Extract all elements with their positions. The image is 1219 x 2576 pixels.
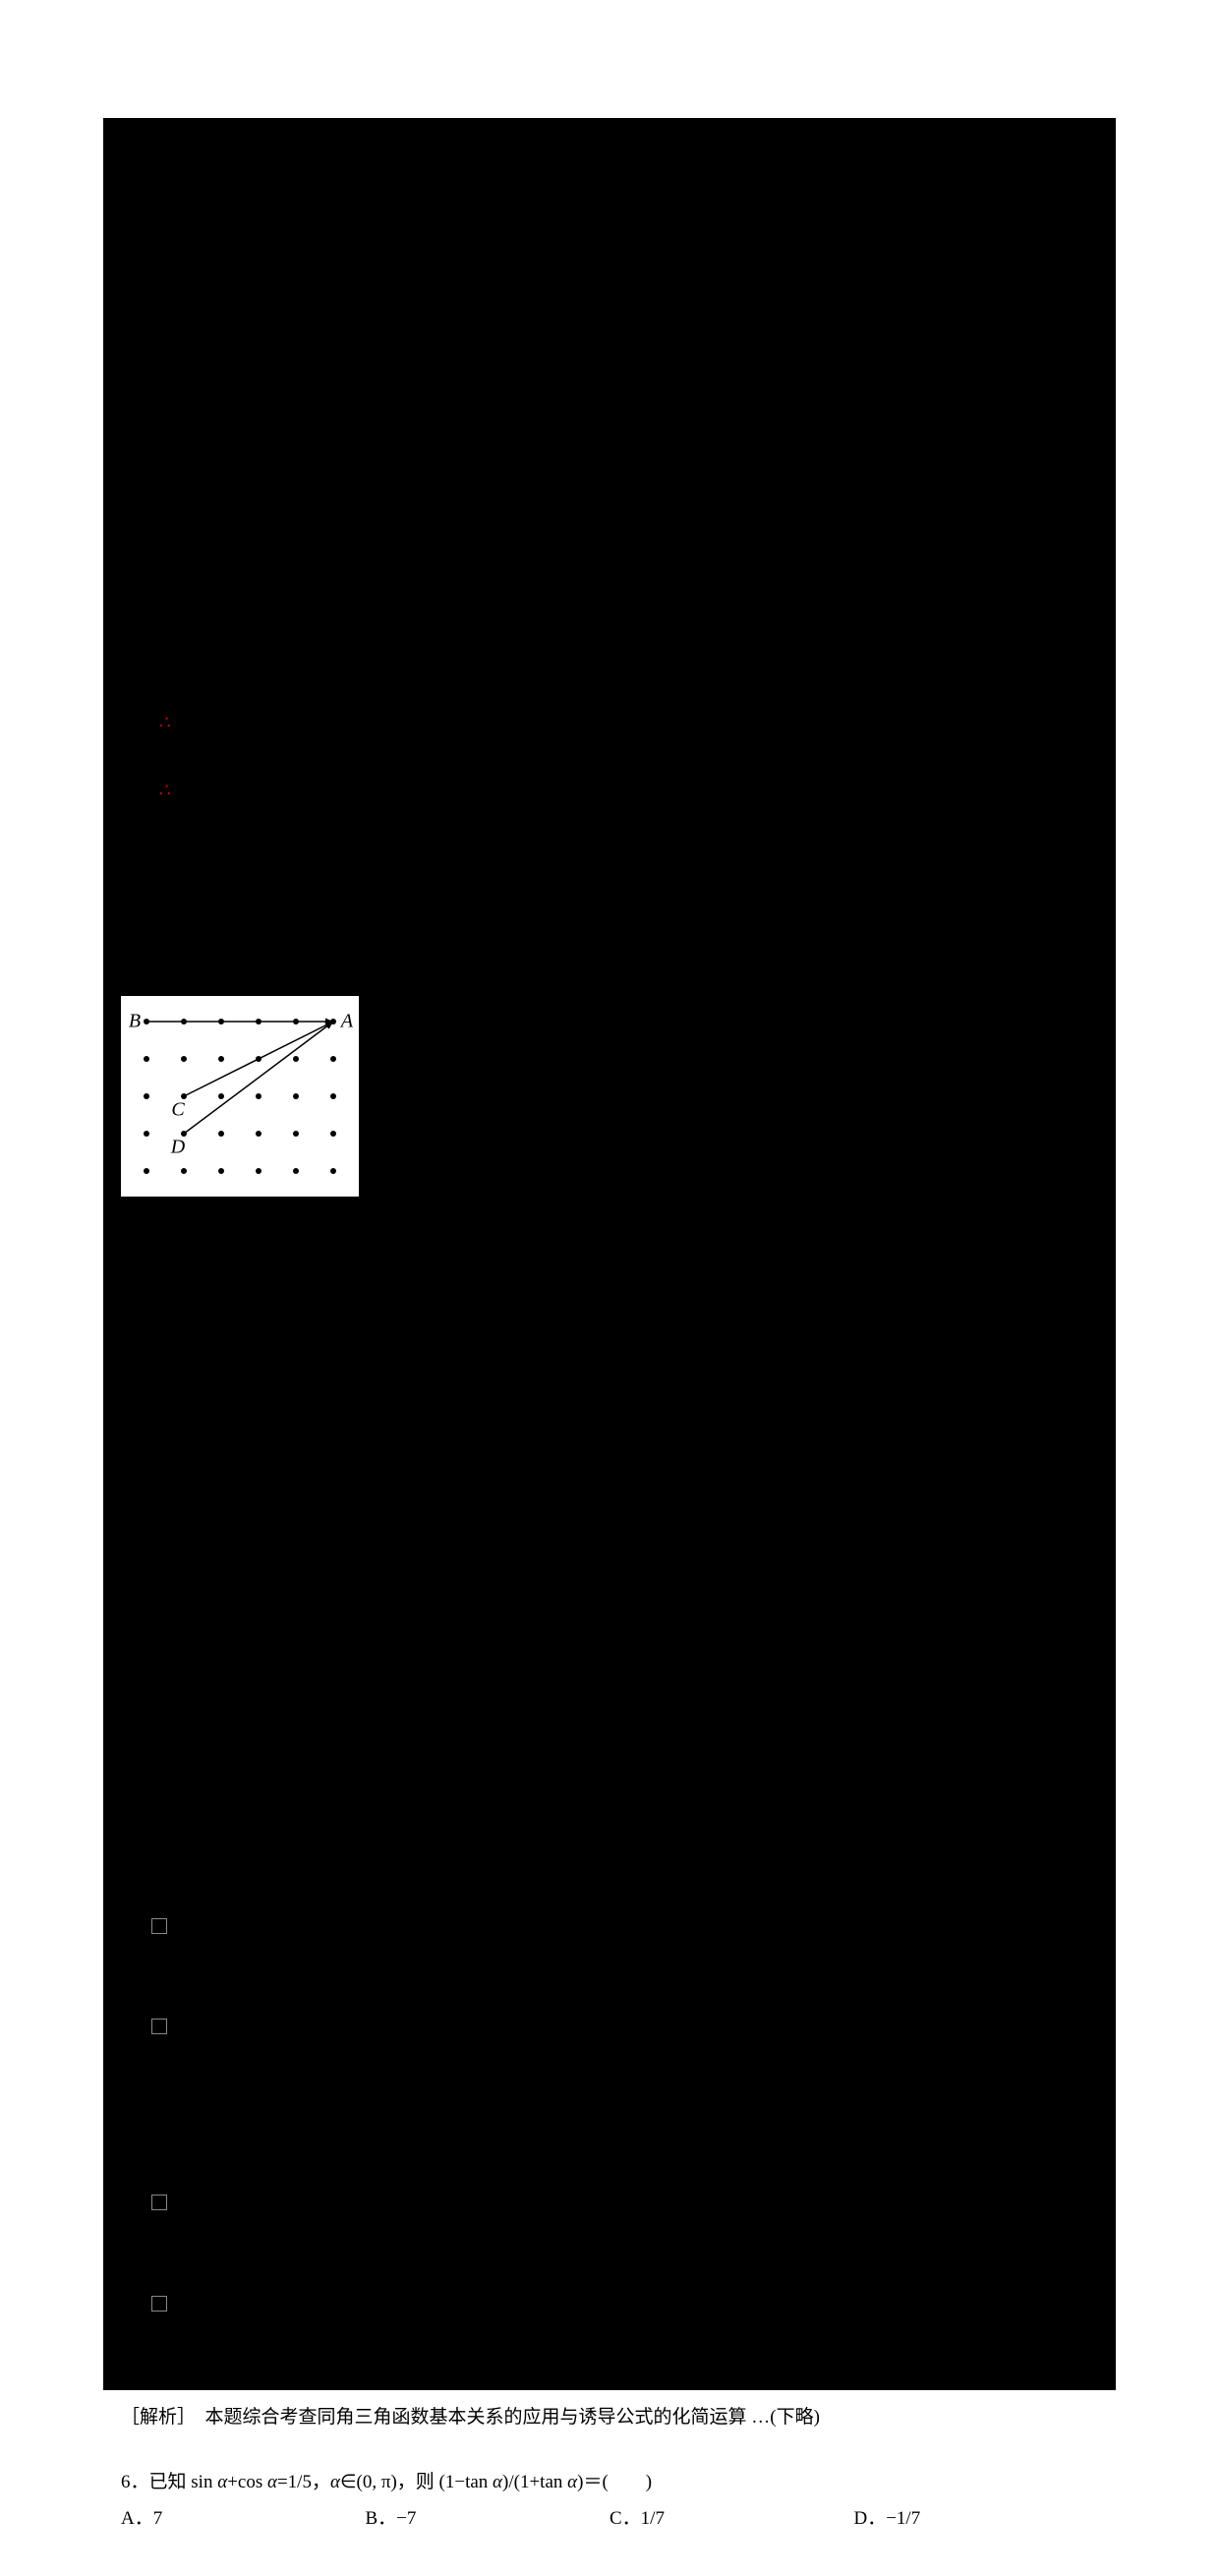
q4-stem: 4．如图，在正方形网格中有向量a，b，c，d，下列说法正确的是( ): [103, 952, 1116, 989]
q5-choices-row1: A． B．: [103, 1875, 1116, 2114]
q4-figure: ABCD: [121, 996, 359, 1197]
box-icon: [151, 2296, 167, 2312]
q5-analysis: ［解析］ 本题综合考查同角三角函数基本关系的应用与诱导公式的化简运算 …(下略): [121, 2400, 1098, 2435]
q6-stem: 6．已知 sin α+cos α=1/5，α∈(0, π)，则 (1−tan α…: [121, 2465, 1098, 2500]
q3-answer: ［答案］ A: [103, 877, 1116, 914]
q3-choices: A．64/25 B．48/25 C．1 D．16/25: [103, 291, 1116, 497]
q6-choices: A．7 B．−7 C．1/7 D．−1/7: [121, 2501, 1098, 2537]
q5-choices-row2: C． D．: [103, 2151, 1116, 2390]
spacer2: [103, 1589, 1116, 1626]
spacer: [103, 914, 1116, 952]
q4-analysis: ［解析］ 设小正方形的边长为 1，利用勾股定理及三角函数定义，在 Rt△ABC …: [103, 1413, 1116, 1551]
occluded-black-region: 3．若 tan α=3，则 cos2α+2sin 2α＝( ) A．64/25 …: [103, 118, 1116, 2390]
spacer3: [103, 2114, 1116, 2151]
q3-analysis: ［解析］ cos2α+2sin 2α = (cos2α+4sin αcos α)…: [103, 497, 1116, 603]
q5-stem: 5．下列选项中，矩形框中的运算正确的是( ): [103, 1626, 1116, 1731]
q5-worked: sin α·cos α = (sin α·cos α)/(sin2α+cos2α…: [103, 1769, 1116, 1875]
below-region: ［解析］ 本题综合考查同角三角函数基本关系的应用与诱导公式的化简运算 …(下略)…: [103, 2390, 1116, 2575]
q3-analysis-2: 代入，得 cos2α+2sin 2α = (1+4×3)/(1+32) = 13…: [103, 603, 1116, 877]
q4-answer: ［答案］ A: [103, 1551, 1116, 1589]
box-icon: [151, 1918, 167, 1934]
q3-stem: 3．若 tan α=3，则 cos2α+2sin 2α＝( ): [103, 118, 1116, 291]
q3-red-note: ∴ ∴: [121, 679, 355, 835]
box-icon: [151, 2019, 167, 2034]
q5-intro: 已知 tan α=2，求下列各式的值：: [103, 1730, 1116, 1768]
box-icon: [151, 2195, 167, 2210]
q4-choices: A．tan∠BAC＝1/2 B．tan∠BAC＝2 C．tan∠BAD＝1/3 …: [103, 1207, 1116, 1413]
grid-lines: [125, 1000, 355, 1193]
